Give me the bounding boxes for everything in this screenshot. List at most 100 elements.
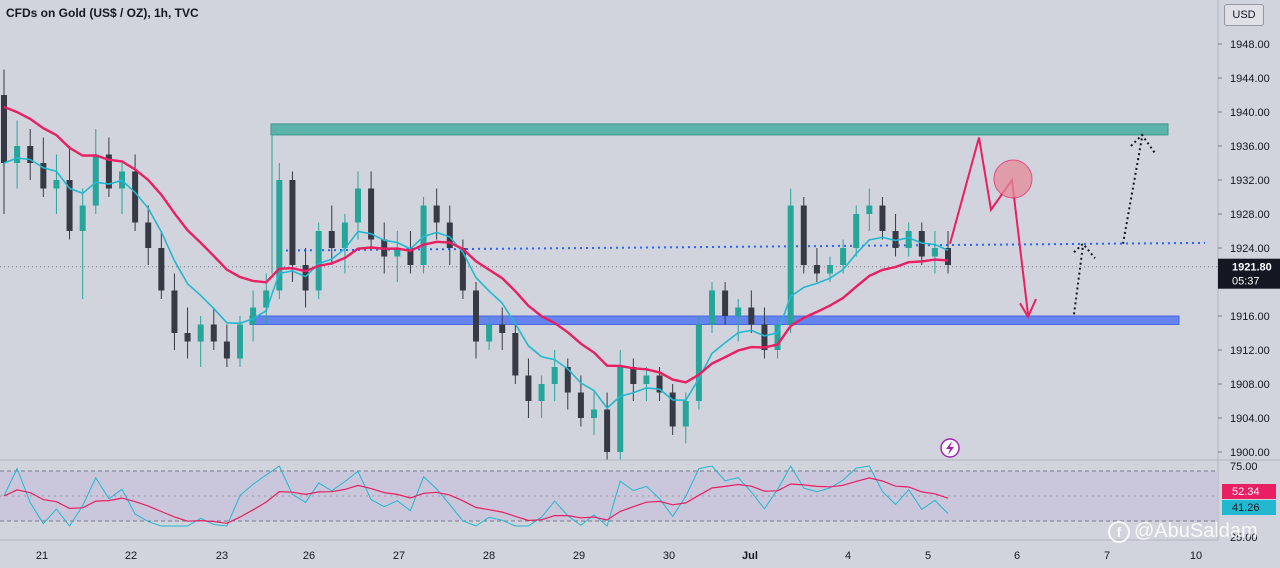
time-tick-label: 30 [663, 550, 675, 562]
candle-body [420, 205, 427, 265]
candle-body [669, 392, 676, 427]
candle-body [879, 205, 886, 231]
candle-body [184, 333, 191, 342]
candle-body [840, 248, 847, 265]
time-tick-label: 22 [125, 550, 137, 562]
candle-body [328, 231, 335, 248]
rsi-value-2: 41.26 [1232, 502, 1260, 514]
candle-body [289, 180, 296, 265]
candle-body [787, 205, 794, 325]
bounce-arrow-2-head [1130, 133, 1157, 156]
candle-body [577, 392, 584, 418]
candle-body [302, 265, 309, 291]
candle-body [813, 265, 820, 274]
price-tick-label: 1908.00 [1230, 379, 1270, 391]
candle-body [473, 290, 479, 342]
rsi-value-2-badge [1222, 500, 1276, 515]
watermark-text: @AbuSaldam [1134, 520, 1258, 542]
projection-arrowhead [1019, 298, 1037, 320]
last-price-badge [1218, 258, 1280, 289]
candle-body [512, 333, 519, 376]
time-tick-label: 21 [36, 550, 48, 562]
time-tick-label: 7 [1104, 550, 1110, 562]
chart-title: CFDs on Gold (US$ / OZ), 1h, TVC [6, 6, 199, 20]
candle-body [355, 188, 361, 223]
time-tick-label: 5 [925, 550, 931, 562]
candle-body [446, 222, 453, 248]
projection-path [949, 137, 1029, 315]
rsi-value-1-badge [1222, 484, 1276, 499]
price-tick-label: 1900.00 [1230, 447, 1270, 459]
candle-body [210, 324, 217, 342]
lightning-icon-glyph [946, 441, 954, 455]
candle-body [735, 307, 742, 316]
rsi-top-label: 75.00 [1230, 461, 1258, 473]
time-tick-label: 27 [393, 550, 405, 562]
price-tick-label: 1924.00 [1230, 243, 1270, 255]
ema-fast-line [3, 157, 949, 410]
candle-body [682, 401, 689, 427]
price-tick-label: 1928.00 [1230, 209, 1270, 221]
time-tick-label: 10 [1190, 550, 1202, 562]
candle-body [145, 222, 152, 248]
time-tick-label: Jul [742, 550, 758, 562]
price-tick-label: 1936.00 [1230, 141, 1270, 153]
time-tick-label: 4 [845, 550, 851, 562]
candle-body [630, 367, 637, 384]
candle-body [486, 324, 493, 342]
rsi-band [0, 471, 1218, 521]
countdown-label: 05:37 [1232, 276, 1260, 288]
candle-body [538, 384, 545, 401]
price-tick-label: 1912.00 [1230, 345, 1270, 357]
candle-body [827, 265, 833, 274]
candle-body [237, 324, 243, 359]
candle-body [931, 248, 938, 257]
candle-body [263, 290, 270, 308]
candle-body [459, 248, 466, 291]
candle-body [158, 248, 165, 291]
price-pane [0, 0, 1218, 460]
candle-body [591, 409, 597, 418]
candle-body [14, 146, 21, 163]
candle-body [905, 231, 912, 248]
facebook-icon: f [1108, 520, 1130, 543]
candle-body [722, 290, 729, 316]
candle-body [53, 180, 60, 189]
dotted-trendline [279, 241, 1206, 252]
candle-body [132, 171, 139, 223]
last-price-label: 1921.80 [1232, 262, 1272, 274]
time-tick-label: 6 [1014, 550, 1020, 562]
price-tick-label: 1932.00 [1230, 175, 1270, 187]
candle-body [27, 146, 34, 163]
candle-body [748, 307, 755, 325]
price-tick-label: 1940.00 [1230, 107, 1270, 119]
candle-body [40, 163, 47, 189]
candle-body [892, 231, 899, 248]
candle-body [368, 188, 375, 240]
price-tick-label: 1944.00 [1230, 73, 1270, 85]
candle-body [709, 290, 715, 325]
candle-body [433, 205, 440, 223]
candle-body [564, 367, 571, 393]
time-tick-label: 23 [216, 550, 228, 562]
candle-body [407, 248, 414, 265]
candle-body [105, 154, 112, 189]
time-tick-label: 29 [573, 550, 585, 562]
candle-body [774, 324, 781, 350]
candle-body [945, 248, 951, 265]
rsi-value-1: 52.34 [1232, 486, 1260, 498]
candle-body [66, 180, 73, 231]
candle-body [79, 205, 86, 231]
candle-body [92, 154, 99, 206]
candle-body [643, 375, 650, 384]
price-tick-label: 1916.00 [1230, 311, 1270, 323]
currency-button[interactable]: USD [1224, 4, 1264, 26]
candle-body [276, 180, 283, 291]
candle-body [250, 307, 257, 325]
candle-body [499, 324, 506, 333]
candle-body [617, 367, 624, 452]
rsi-line [3, 464, 949, 527]
time-tick-label: 28 [483, 550, 495, 562]
price-tick-label: 1904.00 [1230, 413, 1270, 425]
